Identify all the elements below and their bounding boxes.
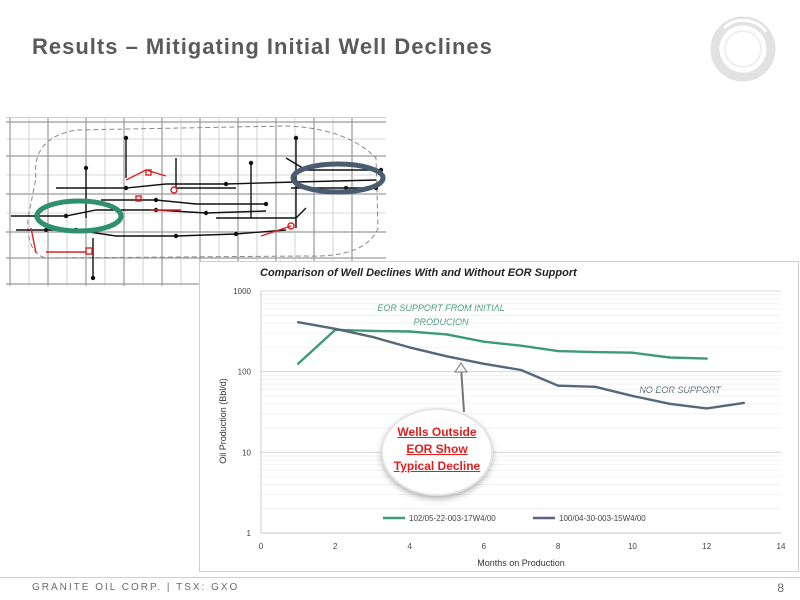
- callout-line-2: EOR Show: [406, 442, 468, 456]
- y-tick-label: 100: [238, 368, 252, 377]
- callout-arrow: [460, 366, 465, 413]
- y-tick-label: 1: [247, 529, 252, 538]
- x-tick-label: 14: [777, 542, 786, 551]
- data-point: [668, 402, 671, 405]
- data-point: [445, 333, 448, 336]
- annotation-eor-line1: EOR SUPPORT FROM INITIAL: [377, 303, 504, 313]
- data-point: [519, 368, 523, 372]
- data-point: [408, 330, 411, 333]
- decline-chart: Comparison of Well Declines With and Wit…: [199, 261, 799, 572]
- callout-bubble: Wells Outside EOR Show Typical Decline: [383, 410, 491, 494]
- data-point: [631, 351, 634, 354]
- data-point: [482, 340, 486, 343]
- series-line-2: [297, 321, 745, 410]
- slide-title: Results – Mitigating Initial Well Declin…: [32, 34, 493, 59]
- data-point: [742, 401, 746, 405]
- series-line-1: [297, 328, 707, 365]
- data-point: [556, 349, 560, 353]
- data-point: [631, 394, 634, 398]
- data-point: [556, 384, 560, 387]
- data-point: [594, 385, 597, 388]
- x-tick-label: 8: [556, 542, 561, 551]
- data-point: [371, 335, 374, 339]
- footer-divider: [0, 577, 800, 578]
- data-point: [408, 346, 411, 349]
- data-point: [445, 355, 448, 358]
- y-tick-label: 1000: [233, 287, 251, 296]
- callout-line-1: Wells Outside: [397, 425, 477, 439]
- legend-label-1: 102/05-22-003-17W4/00: [409, 514, 496, 523]
- y-axis-label: Oil Production (Bbl/d): [218, 378, 228, 464]
- data-point: [371, 329, 374, 333]
- footer-company: GRANITE OIL CORP. | TSX: GXO: [32, 582, 240, 593]
- chart-canvas: Comparison of Well Declines With and Wit…: [218, 267, 786, 568]
- ring-logo-icon: [710, 16, 776, 82]
- x-tick-label: 6: [482, 542, 487, 551]
- x-tick-label: 0: [259, 542, 264, 551]
- data-point: [482, 362, 486, 366]
- data-point: [296, 321, 300, 324]
- x-tick-label: 12: [702, 542, 711, 551]
- legend-label-2: 100/04-30-003-15W4/00: [559, 514, 646, 523]
- chart-title: Comparison of Well Declines With and Wit…: [260, 267, 578, 279]
- x-axis-label: Months on Production: [477, 558, 565, 568]
- page-number: 8: [777, 581, 784, 595]
- data-point: [334, 327, 337, 330]
- data-point: [594, 350, 597, 354]
- x-tick-label: 10: [628, 542, 637, 551]
- callout-arrowhead: [454, 362, 468, 373]
- well-map-drawing: [6, 118, 386, 286]
- data-point: [296, 362, 300, 366]
- annotation-eor-line2: PRODUCION: [413, 317, 469, 327]
- x-tick-label: 2: [333, 542, 338, 551]
- data-point: [705, 407, 708, 410]
- well-map: [6, 117, 386, 286]
- callout-text: Wells Outside EOR Show Typical Decline: [383, 424, 491, 475]
- data-point: [668, 356, 671, 359]
- annotation-no-eor: NO EOR SUPPORT: [639, 385, 722, 395]
- callout-line-3: Typical Decline: [393, 459, 481, 473]
- data-point: [705, 357, 708, 360]
- x-tick-label: 4: [407, 542, 412, 551]
- data-point: [519, 344, 523, 347]
- y-tick-label: 10: [242, 448, 251, 457]
